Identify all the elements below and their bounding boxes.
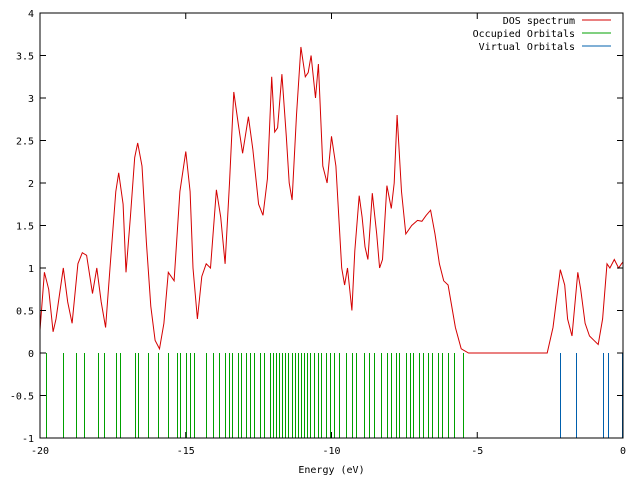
legend-label: Occupied Orbitals [473, 29, 575, 40]
y-tick-label: 3.5 [16, 52, 34, 63]
dos-spectrum-line [39, 46, 624, 354]
y-tick-label: -1 [22, 434, 34, 445]
legend-label: DOS spectrum [503, 16, 575, 27]
x-axis-label: Energy (eV) [298, 465, 364, 476]
y-tick-label: 1 [28, 264, 34, 275]
occupied-orbitals-group [46, 353, 464, 438]
y-tick-label: 0.5 [16, 307, 34, 318]
y-tick-label: 0 [28, 349, 34, 360]
y-tick-label: 2.5 [16, 137, 34, 148]
x-tick-label: -10 [322, 446, 340, 457]
legend: DOS spectrum Occupied Orbitals Virtual Orb… [473, 16, 611, 53]
x-axis: -20 -15 -10 -5 0 [31, 13, 626, 457]
y-tick-label: -0.5 [10, 392, 34, 403]
y-axis: -1 -0.5 0 0.5 1 1.5 2 2.5 3 3.5 4 [10, 9, 623, 445]
y-tick-label: 1.5 [16, 222, 34, 233]
x-tick-label: 0 [620, 446, 626, 457]
y-tick-label: 2 [28, 179, 34, 190]
legend-label: Virtual Orbitals [479, 42, 575, 53]
x-tick-label: -20 [31, 446, 49, 457]
x-tick-label: -5 [471, 446, 483, 457]
y-tick-label: 3 [28, 94, 34, 105]
y-tick-label: 4 [28, 9, 34, 20]
x-tick-label: -15 [177, 446, 195, 457]
series-layer [39, 46, 624, 438]
